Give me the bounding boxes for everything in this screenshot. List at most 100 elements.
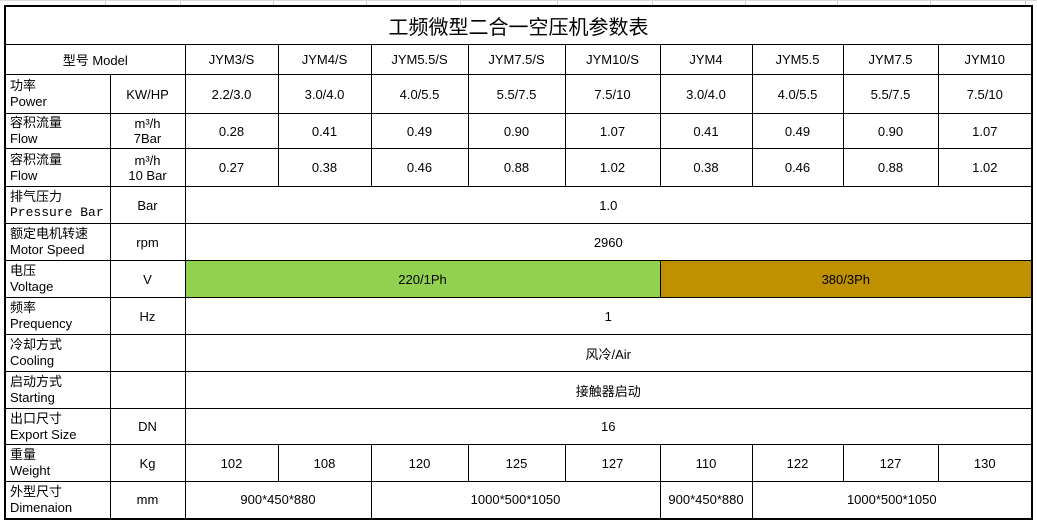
dimension-span-cell: 900*450*880 [184, 481, 372, 519]
value-cell: 110 [659, 444, 753, 482]
model-cell: JYM5.5/S [370, 44, 469, 75]
model-header-cell: 型号 Model [4, 44, 186, 75]
value-cell: 1.02 [564, 148, 661, 187]
value-cell: 0.41 [277, 113, 372, 149]
label-cell: 冷却方式 Cooling [4, 334, 111, 372]
gridline-tick [652, 1, 653, 6]
row-flow-7bar: 容积流量 Flow m³/h 7Bar 0.28 0.41 0.49 0.90 … [4, 113, 1033, 149]
row-export-size: 出口尺寸 Export Size DN 16 [4, 408, 1033, 445]
gridline-tick [105, 1, 106, 6]
row-pressure: 排气压力 Pressure Bar Bar 1.0 [4, 186, 1033, 224]
merged-value-cell: 2960 [184, 223, 1033, 261]
row-frequency: 频率 Prequency Hz 1 [4, 297, 1033, 335]
value-cell: 4.0/5.5 [751, 74, 844, 114]
value-cell: 0.90 [842, 113, 939, 149]
value-cell: 0.88 [467, 148, 566, 187]
gridline-tick [460, 1, 461, 6]
label-cell: 重量 Weight [4, 444, 111, 482]
label-cell: 电压 Voltage [4, 260, 111, 298]
row-weight: 重量 Weight Kg 102 108 120 125 127 110 122… [4, 444, 1033, 482]
unit-cell: m³/h 10 Bar [109, 148, 186, 187]
model-cell: JYM4/S [277, 44, 372, 75]
label-cell: 外型尺寸 Dimenaion [4, 481, 111, 519]
label-cn: 启动方式 [10, 374, 63, 389]
dimension-span-cell: 1000*500*1050 [751, 481, 1033, 519]
spec-table-wrapper: 工频微型二合一空压机参数表 型号 Model JYM3/S JYM4/S JYM… [4, 5, 1034, 520]
label-en: Export Size [10, 426, 77, 442]
unit-line2: 7Bar [133, 131, 162, 146]
unit-cell: Bar [109, 186, 186, 224]
model-cell: JYM7.5/S [467, 44, 566, 75]
model-cell: JYM10/S [564, 44, 661, 75]
value-cell: 0.90 [467, 113, 566, 149]
label-cn: 电压 [10, 263, 37, 278]
model-cell: JYM4 [659, 44, 753, 75]
label-cell: 额定电机转速 Motor Speed [4, 223, 111, 261]
voltage-single-phase-cell: 220/1Ph [184, 260, 661, 298]
spreadsheet-gridline-strip [0, 0, 1037, 6]
row-flow-10bar: 容积流量 Flow m³/h 10 Bar 0.27 0.38 0.46 0.8… [4, 148, 1033, 187]
dimension-span-cell: 900*450*880 [659, 481, 753, 519]
gridline-tick [366, 1, 367, 6]
label-en: Motor Speed [10, 242, 85, 257]
label-en: Starting [10, 390, 55, 405]
value-cell: 0.27 [184, 148, 279, 187]
header-row: 型号 Model JYM3/S JYM4/S JYM5.5/S JYM7.5/S… [4, 44, 1033, 75]
value-cell: 0.49 [370, 113, 469, 149]
value-cell: 127 [842, 444, 939, 482]
label-cell: 出口尺寸 Export Size [4, 408, 111, 445]
value-cell: 1.07 [564, 113, 661, 149]
label-cn: 频率 [10, 300, 37, 315]
label-en: Pressure Bar [10, 205, 104, 220]
label-cn: 容积流量 [10, 115, 63, 130]
gridline-tick [273, 1, 274, 6]
value-cell: 1.02 [937, 148, 1033, 187]
label-en: Flow [10, 167, 38, 183]
value-cell: 5.5/7.5 [467, 74, 566, 114]
gridline-tick [837, 1, 838, 6]
row-starting: 启动方式 Starting 接触器启动 [4, 371, 1033, 409]
unit-line1: m³/h [134, 152, 161, 168]
label-en: Weight [10, 463, 51, 478]
merged-value-cell: 接触器启动 [184, 371, 1033, 409]
merged-value-cell: 16 [184, 408, 1033, 445]
gridline-tick [557, 1, 558, 6]
value-cell: 0.49 [751, 113, 844, 149]
label-cn: 出口尺寸 [10, 410, 63, 426]
title-row: 工频微型二合一空压机参数表 [4, 5, 1033, 45]
unit-line2: 10 Bar [128, 167, 167, 183]
unit-line1: m³/h [134, 116, 161, 131]
unit-cell: Kg [109, 444, 186, 482]
value-cell: 0.46 [751, 148, 844, 187]
merged-value-cell: 1.0 [184, 186, 1033, 224]
unit-cell: DN [109, 408, 186, 445]
value-cell: 7.5/10 [937, 74, 1033, 114]
value-cell: 120 [370, 444, 469, 482]
value-cell: 130 [937, 444, 1033, 482]
model-cell: JYM10 [937, 44, 1033, 75]
value-cell: 4.0/5.5 [370, 74, 469, 114]
row-voltage: 电压 Voltage V 220/1Ph 380/3Ph [4, 260, 1033, 298]
label-cell: 排气压力 Pressure Bar [4, 186, 111, 224]
label-cn: 容积流量 [10, 151, 63, 167]
value-cell: 127 [564, 444, 661, 482]
label-cn: 重量 [10, 447, 37, 462]
value-cell: 3.0/4.0 [277, 74, 372, 114]
label-cn: 外型尺寸 [10, 483, 63, 499]
label-cell: 容积流量 Flow [4, 148, 111, 187]
gridline-tick [930, 1, 931, 6]
label-en: Flow [10, 131, 38, 146]
value-cell: 2.2/3.0 [184, 74, 279, 114]
page-title: 工频微型二合一空压机参数表 [4, 5, 1033, 45]
row-cooling: 冷却方式 Cooling 风冷/Air [4, 334, 1033, 372]
row-power: 功率 Power KW/HP 2.2/3.0 3.0/4.0 4.0/5.5 5… [4, 74, 1033, 114]
merged-value-cell: 1 [184, 297, 1033, 335]
compressor-spec-table: 工频微型二合一空压机参数表 型号 Model JYM3/S JYM4/S JYM… [4, 5, 1034, 520]
unit-cell [109, 371, 186, 409]
label-en: Dimenaion [10, 499, 73, 515]
gridline-tick [1025, 1, 1026, 6]
label-cell: 容积流量 Flow [4, 113, 111, 149]
label-en: Prequency [10, 316, 73, 331]
value-cell: 7.5/10 [564, 74, 661, 114]
gridline-tick [180, 1, 181, 6]
